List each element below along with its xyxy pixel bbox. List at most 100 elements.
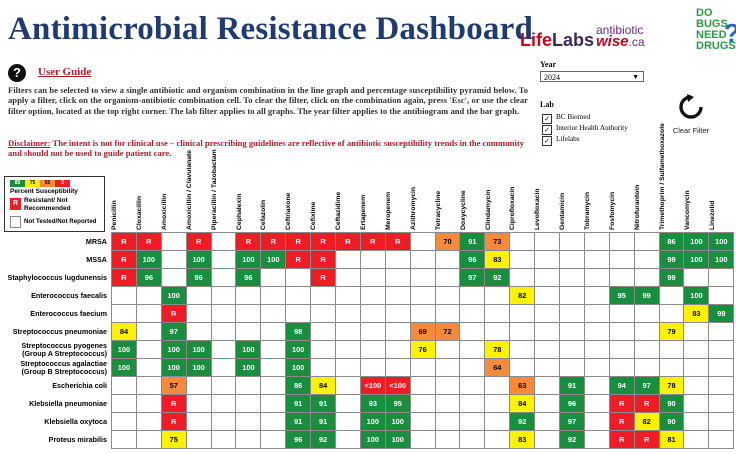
susceptibility-cell[interactable] (359, 268, 386, 287)
susceptibility-cell[interactable] (135, 358, 162, 377)
susceptibility-cell[interactable] (384, 304, 411, 323)
susceptibility-cell[interactable] (509, 340, 536, 359)
susceptibility-cell[interactable] (484, 304, 511, 323)
susceptibility-cell[interactable] (384, 340, 411, 359)
susceptibility-cell[interactable] (359, 340, 386, 359)
susceptibility-cell[interactable] (534, 358, 561, 377)
susceptibility-cell[interactable] (409, 268, 436, 287)
susceptibility-cell[interactable]: 84 (111, 322, 137, 341)
lab-checkbox-bc-biomed[interactable]: ✓ BC Biomed (542, 113, 590, 124)
susceptibility-cell[interactable] (310, 322, 337, 341)
susceptibility-cell[interactable]: 97 (459, 268, 486, 287)
susceptibility-cell[interactable] (409, 376, 436, 395)
susceptibility-cell[interactable]: 90 (658, 412, 685, 431)
susceptibility-cell[interactable] (509, 322, 536, 341)
susceptibility-cell[interactable]: R (111, 250, 137, 269)
susceptibility-cell[interactable] (583, 430, 610, 449)
susceptibility-cell[interactable]: R (285, 232, 312, 251)
susceptibility-cell[interactable] (509, 304, 536, 323)
susceptibility-cell[interactable] (708, 394, 735, 413)
susceptibility-cell[interactable]: R (359, 232, 386, 251)
susceptibility-cell[interactable] (285, 286, 312, 305)
susceptibility-cell[interactable]: 100 (185, 340, 212, 359)
susceptibility-cell[interactable]: 90 (658, 394, 685, 413)
susceptibility-cell[interactable] (683, 394, 710, 413)
susceptibility-cell[interactable] (434, 412, 461, 431)
susceptibility-cell[interactable] (459, 394, 486, 413)
susceptibility-cell[interactable]: 100 (135, 250, 162, 269)
susceptibility-cell[interactable] (409, 286, 436, 305)
susceptibility-cell[interactable] (260, 340, 287, 359)
susceptibility-cell[interactable]: R (384, 232, 411, 251)
susceptibility-cell[interactable] (608, 268, 635, 287)
susceptibility-cell[interactable]: 100 (683, 250, 710, 269)
susceptibility-cell[interactable] (484, 394, 511, 413)
susceptibility-cell[interactable] (459, 430, 486, 449)
susceptibility-cell[interactable]: 81 (658, 430, 685, 449)
susceptibility-cell[interactable] (509, 232, 536, 251)
susceptibility-cell[interactable]: 57 (160, 376, 187, 395)
susceptibility-cell[interactable] (135, 412, 162, 431)
susceptibility-cell[interactable] (708, 412, 735, 431)
susceptibility-cell[interactable]: 86 (658, 232, 685, 251)
susceptibility-cell[interactable] (185, 376, 212, 395)
susceptibility-cell[interactable] (409, 304, 436, 323)
susceptibility-cell[interactable]: 94 (608, 376, 635, 395)
susceptibility-cell[interactable] (285, 304, 312, 323)
susceptibility-cell[interactable]: 91 (310, 394, 337, 413)
susceptibility-cell[interactable] (583, 412, 610, 431)
susceptibility-cell[interactable]: 92 (484, 268, 511, 287)
susceptibility-cell[interactable] (683, 322, 710, 341)
susceptibility-cell[interactable] (409, 394, 436, 413)
susceptibility-cell[interactable]: 100 (111, 358, 137, 377)
susceptibility-cell[interactable] (459, 286, 486, 305)
susceptibility-cell[interactable] (583, 376, 610, 395)
susceptibility-cell[interactable]: 100 (160, 358, 187, 377)
susceptibility-cell[interactable] (708, 268, 735, 287)
susceptibility-cell[interactable]: 78 (658, 376, 685, 395)
susceptibility-cell[interactable] (658, 286, 685, 305)
susceptibility-cell[interactable] (359, 286, 386, 305)
susceptibility-cell[interactable]: 91 (285, 412, 312, 431)
susceptibility-cell[interactable]: 100 (111, 340, 137, 359)
susceptibility-cell[interactable] (633, 268, 660, 287)
susceptibility-cell[interactable] (509, 358, 536, 377)
susceptibility-cell[interactable] (434, 376, 461, 395)
susceptibility-cell[interactable]: 95 (608, 286, 635, 305)
susceptibility-cell[interactable]: 96 (185, 268, 212, 287)
susceptibility-cell[interactable] (359, 250, 386, 269)
susceptibility-cell[interactable]: R (608, 430, 635, 449)
susceptibility-cell[interactable] (633, 340, 660, 359)
susceptibility-cell[interactable]: R (111, 268, 137, 287)
susceptibility-cell[interactable] (434, 286, 461, 305)
susceptibility-cell[interactable] (608, 232, 635, 251)
checkbox-icon[interactable]: ✓ (542, 136, 552, 146)
susceptibility-cell[interactable]: 96 (135, 268, 162, 287)
susceptibility-cell[interactable]: R (185, 232, 212, 251)
susceptibility-cell[interactable] (409, 412, 436, 431)
susceptibility-cell[interactable]: 100 (384, 430, 411, 449)
susceptibility-cell[interactable]: R (235, 232, 262, 251)
susceptibility-cell[interactable] (459, 358, 486, 377)
susceptibility-cell[interactable]: 69 (409, 322, 436, 341)
susceptibility-cell[interactable] (633, 322, 660, 341)
susceptibility-cell[interactable] (583, 232, 610, 251)
susceptibility-cell[interactable]: R (633, 394, 660, 413)
susceptibility-cell[interactable] (260, 358, 287, 377)
susceptibility-cell[interactable]: 82 (633, 412, 660, 431)
susceptibility-cell[interactable]: 78 (484, 340, 511, 359)
susceptibility-cell[interactable]: R (335, 232, 361, 251)
susceptibility-cell[interactable] (235, 304, 262, 323)
susceptibility-cell[interactable] (633, 250, 660, 269)
susceptibility-cell[interactable] (210, 358, 237, 377)
susceptibility-cell[interactable] (434, 358, 461, 377)
susceptibility-cell[interactable] (384, 358, 411, 377)
susceptibility-cell[interactable] (608, 358, 635, 377)
susceptibility-cell[interactable] (484, 430, 511, 449)
susceptibility-cell[interactable] (111, 286, 137, 305)
susceptibility-cell[interactable] (335, 322, 361, 341)
susceptibility-cell[interactable] (559, 358, 585, 377)
susceptibility-cell[interactable] (708, 430, 735, 449)
susceptibility-cell[interactable]: 100 (235, 250, 262, 269)
susceptibility-cell[interactable] (384, 322, 411, 341)
